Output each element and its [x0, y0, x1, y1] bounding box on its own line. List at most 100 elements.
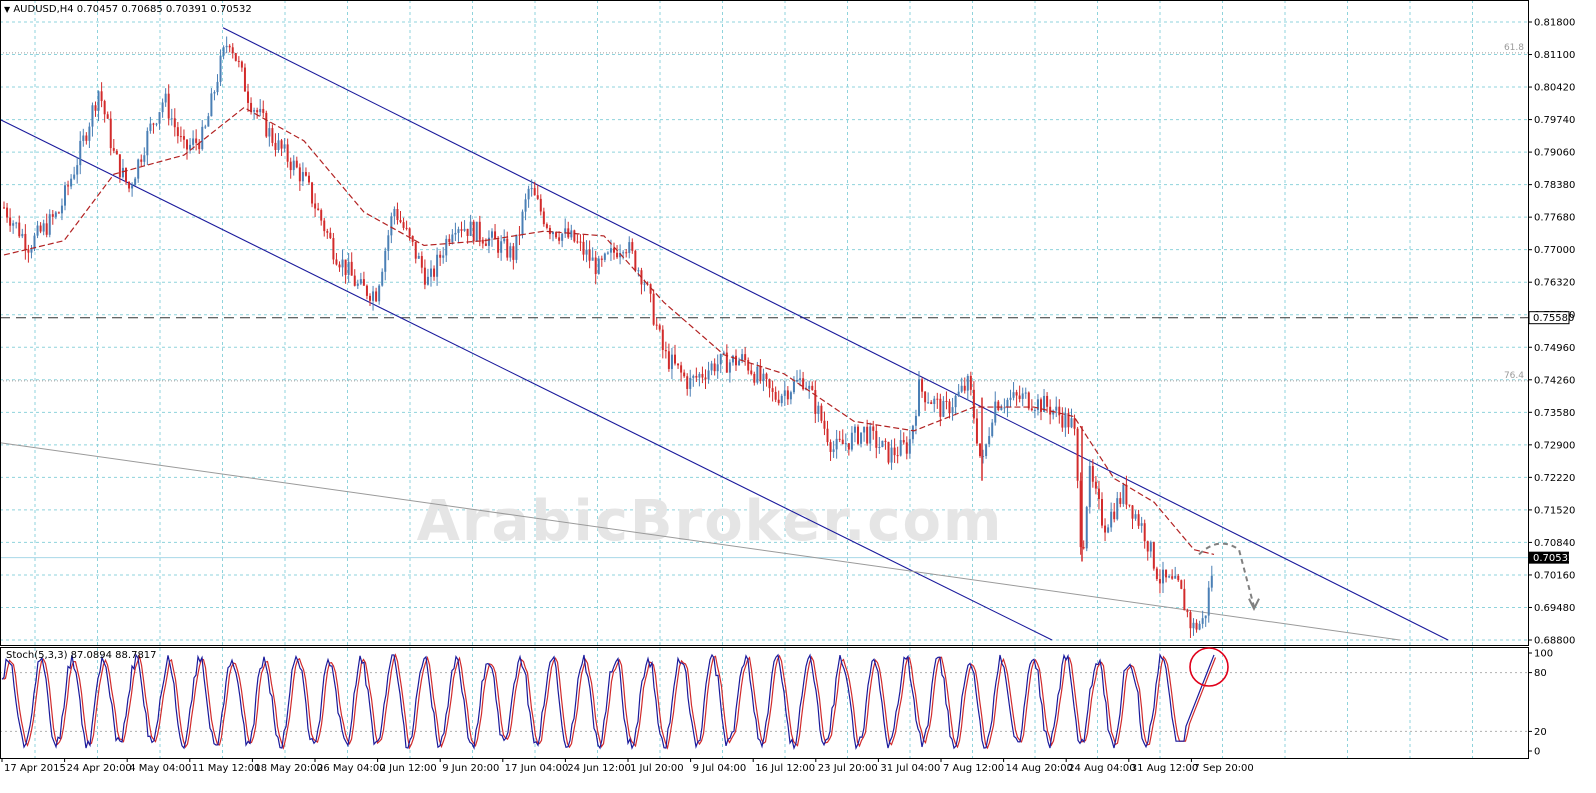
collapse-triangle-icon[interactable]: ▼	[4, 5, 11, 14]
candle-bull	[942, 400, 945, 417]
candle-bear	[362, 279, 365, 286]
candle-bull	[436, 254, 439, 277]
candle-bear	[588, 249, 591, 261]
candle-bear	[311, 182, 314, 204]
candle-bull	[73, 174, 76, 179]
candle-bear	[304, 172, 307, 176]
candle-bull	[622, 252, 625, 254]
candle-bull	[966, 375, 969, 391]
candle-bear	[317, 208, 320, 211]
candle-bull	[1003, 407, 1006, 409]
candle-bull	[561, 233, 564, 241]
candle-bull	[1043, 395, 1046, 412]
candle-bear	[481, 239, 484, 244]
candle-bear	[228, 45, 231, 48]
candle-bull	[692, 375, 695, 378]
candle-bear	[1030, 408, 1033, 411]
candle-bear	[847, 443, 850, 450]
candle-bull	[76, 165, 79, 175]
candle-bear	[667, 351, 670, 369]
candle-bear	[1152, 542, 1155, 569]
candle-bull	[1052, 410, 1055, 415]
y-tick-label: 0.73580	[1534, 408, 1575, 419]
candle-bear	[271, 128, 274, 143]
y-tick-label: 0.72220	[1534, 473, 1575, 484]
candle-bull	[384, 250, 387, 272]
candle-bear	[497, 239, 500, 253]
candle-bull	[469, 221, 472, 236]
overbought-highlight-circle	[1189, 647, 1229, 687]
candle-bear	[24, 233, 27, 250]
candle-bull	[853, 426, 856, 433]
candle-bear	[1186, 610, 1189, 613]
candle-bear	[674, 354, 676, 364]
marked-level-tag	[1528, 311, 1570, 325]
stoch-label: Stoch(5,3,3) 87.0894 88.7817	[6, 650, 157, 661]
candle-bull	[356, 283, 359, 286]
candle-bear	[140, 159, 143, 162]
y-tick-label: 0.79060	[1534, 148, 1575, 159]
candle-bull	[844, 443, 847, 445]
candle-bear	[332, 238, 335, 260]
candle-bear	[125, 167, 127, 182]
candle-bear	[3, 207, 5, 209]
candle-bull	[878, 446, 881, 448]
candle-bull	[143, 155, 146, 162]
candle-bull	[738, 360, 741, 366]
candle-bear	[338, 264, 341, 268]
candle-bull	[860, 432, 863, 444]
candle-bear	[677, 363, 680, 366]
candle-bear	[1015, 392, 1018, 396]
candle-bull	[189, 144, 192, 150]
candle-bear	[484, 243, 487, 246]
candle-bull	[347, 261, 350, 275]
candle-bull	[619, 252, 622, 258]
candle-bear	[579, 241, 582, 243]
candle-bear	[582, 241, 585, 255]
candle-bear	[594, 257, 597, 275]
candle-bull	[1006, 399, 1009, 408]
candle-bear	[887, 441, 890, 463]
candle-bear	[548, 227, 551, 235]
candle-bear	[631, 242, 634, 251]
candle-bear	[1101, 499, 1103, 526]
candle-bear	[39, 225, 42, 232]
candle-bull	[79, 140, 82, 166]
candle-bull	[710, 363, 713, 371]
candle-bear	[802, 378, 805, 390]
candle-bear	[683, 372, 686, 377]
candle-bull	[982, 456, 985, 458]
candle-bull	[881, 440, 884, 447]
candle-bull	[12, 223, 15, 226]
candle-bull	[609, 248, 612, 253]
candle-bear	[969, 375, 972, 390]
candle-bear	[1195, 622, 1198, 630]
candle-bear	[1125, 484, 1128, 505]
current-price-tag	[1529, 551, 1569, 564]
candle-bear	[460, 229, 463, 231]
y-tick-label: 0.68800	[1534, 636, 1575, 647]
candle-bear	[518, 234, 521, 236]
candle-bear	[814, 390, 817, 414]
candle-bull	[628, 242, 631, 253]
candle-bull	[1204, 615, 1207, 619]
candle-bull	[213, 92, 216, 94]
symbol-quote-line: AUDUSD,H4 0.70457 0.70685 0.70391 0.7053…	[13, 4, 252, 15]
candle-bear	[695, 375, 698, 378]
candle-bear	[466, 228, 469, 236]
x-tick-label: 9 Jun 20:00	[442, 763, 499, 774]
candle-bull	[850, 432, 853, 450]
y-tick-label: 0.79740	[1534, 115, 1575, 126]
candle-bear	[939, 398, 942, 417]
candle-bear	[128, 181, 131, 189]
candle-bear	[298, 167, 301, 182]
candle-bear	[512, 246, 515, 260]
candle-bear	[335, 259, 338, 265]
candle-bull	[430, 268, 432, 277]
candle-bear	[506, 238, 509, 258]
candle-bull	[292, 160, 295, 171]
forecast-arrow-head	[1248, 598, 1260, 611]
candle-bull	[817, 405, 820, 414]
candle-bear	[902, 440, 905, 443]
